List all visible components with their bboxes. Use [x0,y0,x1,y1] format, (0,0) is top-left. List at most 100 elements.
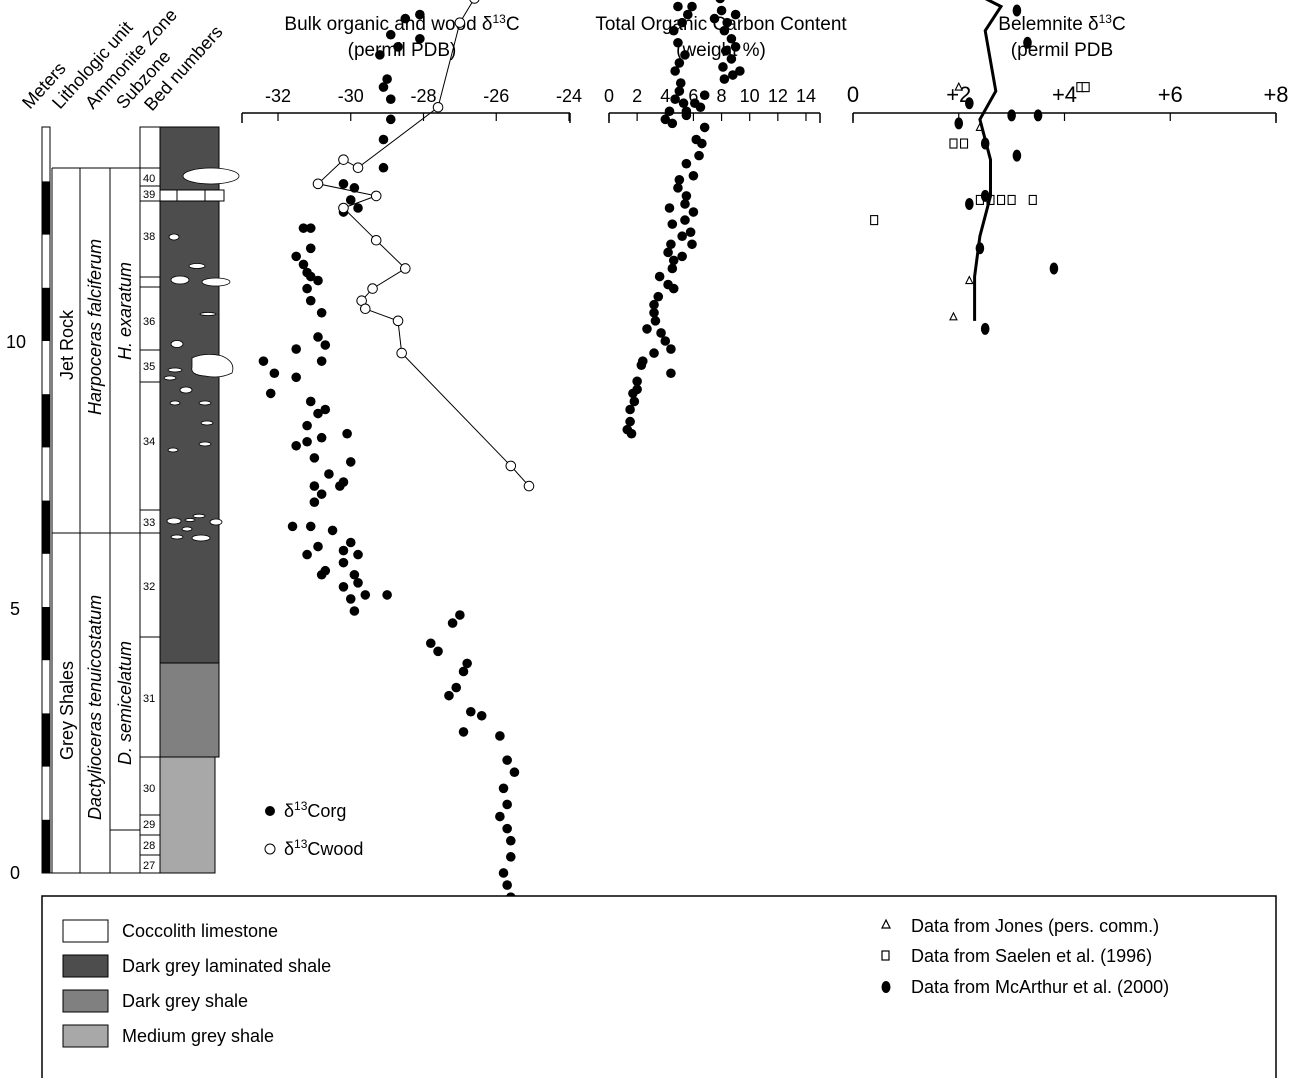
depth-tick-0: 0 [10,863,20,883]
legend-swatch-laminated [62,954,109,978]
belemnite-data-point [959,138,969,149]
bulk-data-point [506,835,516,846]
belemnite-tick-label: +6 [1158,82,1183,107]
toc-data-point [719,25,730,36]
toc-data-point [677,17,687,28]
toc-data-point [649,348,659,358]
bulk-data-point [353,549,363,560]
toc-data-point [726,54,737,64]
toc-data-point [636,360,647,370]
bulk-data-point [298,223,309,233]
toc-data-point [650,316,661,326]
belemnite-data-point [980,322,990,335]
bulk-data-point [451,682,462,693]
belemnite-data-point [1012,4,1022,17]
bulk-data-point [392,315,404,327]
bulk-data-point [305,271,316,282]
bulk-data-point [393,42,403,52]
bulk-data-point [509,767,520,778]
toc-tick-label: 4 [660,86,670,106]
bulk-data-point [382,74,392,84]
toc-x-axis: 0 2 4 6 8 10 12 14 [604,86,821,123]
toc-data-point [667,263,678,274]
toc-data-point [728,70,738,80]
legend-swatch-dark-grey [62,989,109,1013]
bulk-data-point [476,710,487,721]
bulk-data-point [385,94,396,104]
toc-data-point [632,376,642,387]
lith-laminated-shale-block [159,126,220,664]
toc-data-point [625,416,635,427]
bed-label-40: 40 [143,173,155,185]
belemnite-data-point [954,81,964,91]
toc-data-point [668,25,679,36]
toc-data-point [675,78,686,88]
toc-data-point [687,1,697,12]
bulk-panel-subtitle: (permil PDB) [348,40,457,61]
belemnite-data-point [1007,109,1016,122]
toc-data-point [673,183,683,193]
legend-swatch-medium-grey [62,1024,109,1048]
toc-data-point [678,98,689,109]
bulk-data-point [327,525,338,536]
bulk-data-point [291,251,301,262]
toc-data-point [677,251,687,262]
bulk-data-point [360,590,371,600]
belemnite-data-point [1007,194,1016,205]
depth-tick-10: 10 [6,332,26,352]
toc-data-point [681,158,692,169]
bulk-data-point [444,690,454,701]
belemnite-panel-subtitle: (permil PDB [1011,40,1113,61]
bulk-data-point [316,356,327,366]
bulk-data-point [345,594,356,604]
toc-data-point [730,42,741,52]
belemnite-data-point [965,97,974,110]
toc-plot-area [622,0,745,439]
bulk-data-point [316,569,327,580]
bulk-data-point [305,396,316,407]
belemnite-data-point [1012,149,1022,162]
belemnite-data-point [1033,109,1043,122]
bulk-data-point [432,101,444,113]
bulk-data-point [305,223,316,233]
toc-data-point [697,138,707,149]
toc-data-point [663,247,673,258]
bulk-data-point [506,852,516,862]
toc-data-point [719,74,730,84]
toc-data-point [664,203,675,213]
bulk-data-point [360,303,371,315]
belemnite-tick-label: 0 [847,82,859,107]
bulk-data-point [425,638,436,649]
bulk-data-point [305,295,316,306]
bulk-tick-label: -26 [483,86,509,106]
bulk-tick-label: -32 [265,86,291,106]
toc-data-point [649,307,659,318]
toc-data-point [660,336,671,346]
bulk-data-point [454,17,466,28]
belemnite-data-point [870,215,879,226]
bed-label-30: 30 [143,783,155,795]
bulk-data-point [367,283,378,294]
bed-label-33: 33 [143,517,155,529]
toc-data-point [699,90,710,100]
toc-data-point [628,388,638,399]
belemnite-data-point [949,138,958,149]
bulk-data-point [345,195,356,205]
bulk-data-point [338,557,349,568]
toc-tick-label: 14 [796,86,816,106]
bed-label-28: 28 [143,840,155,852]
toc-tick-label: 10 [740,86,760,106]
bulk-data-point [349,183,360,193]
bulk-data-point [523,480,535,492]
legend-label-jones: Data from Jones (pers. comm.) [911,916,1159,936]
toc-data-point [668,283,679,294]
bulk-data-point [302,283,312,294]
limestone-concretions [163,167,240,542]
legend-label-laminated: Dark grey laminated shale [122,956,331,976]
bulk-x-axis: -32 -30 -28 -26 -24 [241,86,582,123]
toc-data-point [673,1,683,12]
bulk-data-point [378,134,389,145]
bulk-data-point [385,114,396,125]
belemnite-data-point [965,197,974,210]
